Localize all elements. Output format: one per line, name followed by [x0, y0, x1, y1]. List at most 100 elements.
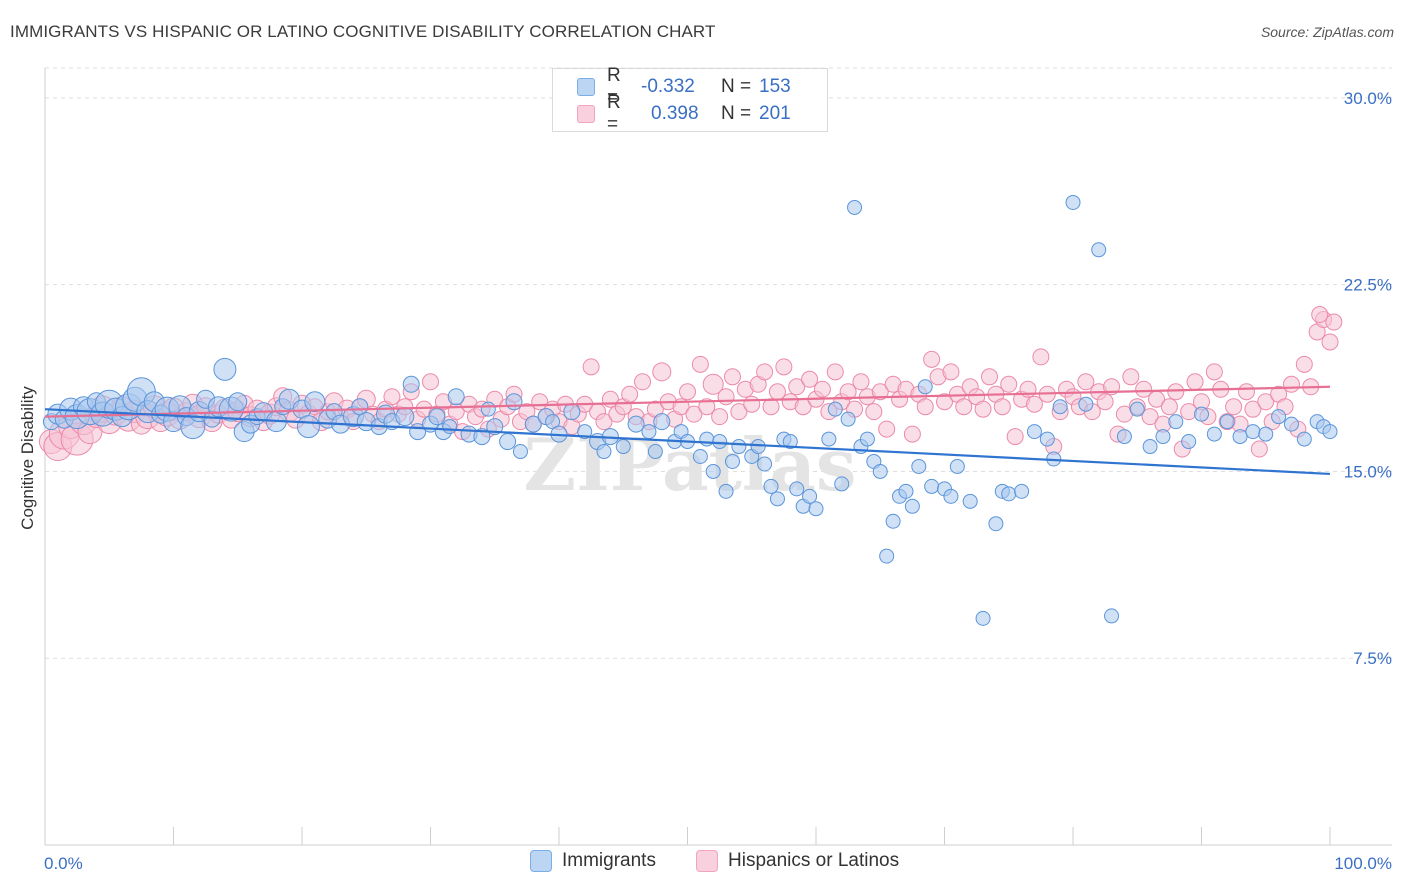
hispanics-point [1141, 408, 1159, 426]
hispanics-point [634, 373, 652, 391]
immigrants-point [647, 444, 663, 460]
trend-lines [44, 385, 1331, 476]
chart-title: IMMIGRANTS VS HISPANIC OR LATINO COGNITI… [10, 22, 716, 41]
hispanics-swatch [577, 105, 595, 123]
hispanics-point [422, 373, 439, 391]
immigrants-point [885, 513, 901, 529]
r-value: 0.398 [651, 103, 699, 124]
immigrants-point [911, 458, 927, 474]
axes [44, 68, 1392, 846]
immigrants-point [1039, 431, 1055, 447]
r-value: -0.332 [641, 76, 695, 97]
immigrants-point [1104, 608, 1120, 624]
immigrants-legend-swatch [530, 850, 552, 872]
legend-item-hispanics[interactable]: Hispanics or Latinos [696, 850, 899, 872]
hispanics-point [652, 362, 672, 382]
stats-row-immigrants: R = -0.332 N = 153 [577, 65, 839, 108]
hispanics-point [936, 393, 953, 411]
tick-labels: 7.5% 15.0% 22.5% 30.0% 0.0% 100.0% [44, 89, 1392, 873]
immigrants-point [563, 403, 581, 421]
immigrants-point [1232, 429, 1248, 445]
hispanics-point [801, 370, 819, 388]
hispanics-point [685, 405, 703, 423]
immigrants-point [1116, 429, 1132, 445]
immigrants-point [1219, 414, 1235, 430]
hispanics-trend-line [44, 385, 1331, 418]
hispanics-point [955, 398, 973, 416]
hispanics-point [1096, 393, 1114, 411]
hispanics-point [1237, 383, 1255, 401]
immigrants-point [705, 463, 721, 479]
immigrants-point [1194, 406, 1209, 422]
immigrants-point [304, 391, 326, 413]
immigrants-swatch [577, 78, 595, 96]
immigrants-point [821, 431, 837, 447]
immigrants-point [949, 458, 965, 474]
hispanics-point [621, 385, 639, 403]
hispanics-point [723, 368, 741, 386]
legend-label: Hispanics or Latinos [728, 850, 900, 871]
hispanics-point [717, 388, 735, 406]
hispanics-point [1257, 393, 1275, 411]
immigrants-point [524, 415, 542, 433]
hispanics-point [702, 373, 724, 395]
hispanics-point [1244, 400, 1262, 418]
immigrants-point [1142, 439, 1158, 455]
hispanics-point [878, 420, 896, 438]
immigrants-point [596, 444, 612, 460]
hispanics-point [679, 383, 696, 401]
hispanics-point [1135, 380, 1153, 398]
hispanics-point [1006, 428, 1024, 446]
stats-legend: R = -0.332 N = 153 R = 0.398 N = 201 [552, 65, 828, 135]
r-label: R = [607, 65, 621, 108]
immigrants-trend-line [44, 408, 1331, 476]
legend-label: Immigrants [562, 850, 656, 871]
immigrants-point [847, 199, 863, 215]
immigrants-point [917, 379, 933, 395]
hispanics-point [871, 383, 889, 401]
immigrants-point [653, 413, 671, 431]
hispanics-point [903, 425, 921, 443]
hispanics-point [942, 363, 960, 381]
hispanics-point [1167, 383, 1185, 401]
immigrants-point [1014, 483, 1030, 499]
immigrants-point [1258, 426, 1274, 442]
immigrants-point [898, 483, 914, 499]
immigrants-point [872, 463, 888, 479]
hispanics-point [993, 398, 1011, 416]
x-tick-label: 100.0% [1334, 854, 1392, 873]
immigrants-point [1206, 426, 1222, 442]
hispanics-point [974, 400, 992, 418]
immigrants-point [859, 431, 875, 447]
y-tick-label: 7.5% [1353, 649, 1392, 668]
immigrants-point [641, 424, 657, 440]
immigrants-point [789, 481, 805, 497]
immigrants-point [904, 498, 920, 514]
hispanics-point [788, 378, 806, 396]
legend-item-immigrants[interactable]: Immigrants [530, 850, 656, 872]
immigrants-point [802, 488, 818, 504]
immigrants-point [1296, 431, 1312, 447]
immigrants-point [1001, 486, 1017, 502]
immigrants-point [1052, 399, 1068, 415]
y-tick-label: 22.5% [1344, 276, 1392, 295]
hispanics-point [1160, 398, 1178, 416]
immigrants-point [505, 393, 523, 411]
immigrants-point [962, 493, 978, 509]
hispanics-point [775, 358, 793, 376]
hispanics-point [1000, 375, 1018, 393]
hispanics-point [916, 398, 934, 416]
hispanics-point [1032, 348, 1050, 366]
hispanics-point [1205, 363, 1223, 381]
immigrants-point [615, 439, 631, 455]
immigrants-point [975, 610, 991, 626]
hispanics-point [1282, 375, 1300, 393]
immigrants-point [499, 433, 517, 451]
immigrants-point [763, 478, 779, 494]
immigrants-point [724, 453, 740, 469]
hispanics-point [743, 395, 761, 413]
immigrants-point [627, 415, 645, 433]
hispanics-point [730, 403, 748, 421]
x-tick-label: 0.0% [44, 854, 83, 873]
grid [45, 67, 1392, 659]
